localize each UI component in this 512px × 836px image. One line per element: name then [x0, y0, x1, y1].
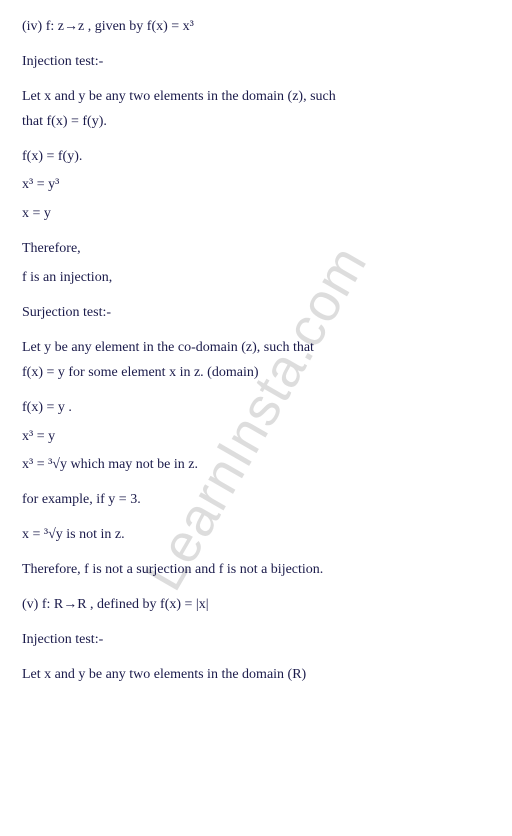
line-letxy2: Let x and y be any two elements in the d… [22, 666, 494, 685]
line-example: for example, if y = 3. [22, 491, 494, 510]
line-lety: Let y be any element in the co-domain (z… [22, 339, 494, 358]
line-fxy-some: f(x) = y for some element x in z. (domai… [22, 364, 494, 383]
line-iv-def: (iv) f: z→z , given by f(x) = x³ [22, 18, 494, 37]
line-cuberoot: x³ = ³√y which may not be in z. [22, 456, 494, 475]
line-therefore2: Therefore, f is not a surjection and f i… [22, 561, 494, 580]
line-therefore1: Therefore, [22, 240, 494, 259]
line-letxy: Let x and y be any two elements in the d… [22, 88, 494, 107]
line-that-fxfy: that f(x) = f(y). [22, 113, 494, 132]
line-isinjection: f is an injection, [22, 269, 494, 288]
handwritten-content: (iv) f: z→z , given by f(x) = x³ Injecti… [0, 0, 512, 705]
line-fxfy: f(x) = f(y). [22, 148, 494, 167]
line-injection-heading2: Injection test:- [22, 631, 494, 650]
line-xy: x = y [22, 205, 494, 224]
line-x3y: x³ = y [22, 428, 494, 447]
line-surjection-heading: Surjection test:- [22, 304, 494, 323]
line-injection-heading: Injection test:- [22, 53, 494, 72]
line-notinz: x = ³√y is not in z. [22, 526, 494, 545]
line-fxy: f(x) = y . [22, 399, 494, 418]
line-v-def: (v) f: R→R , defined by f(x) = |x| [22, 596, 494, 615]
line-x3y3: x³ = y³ [22, 176, 494, 195]
